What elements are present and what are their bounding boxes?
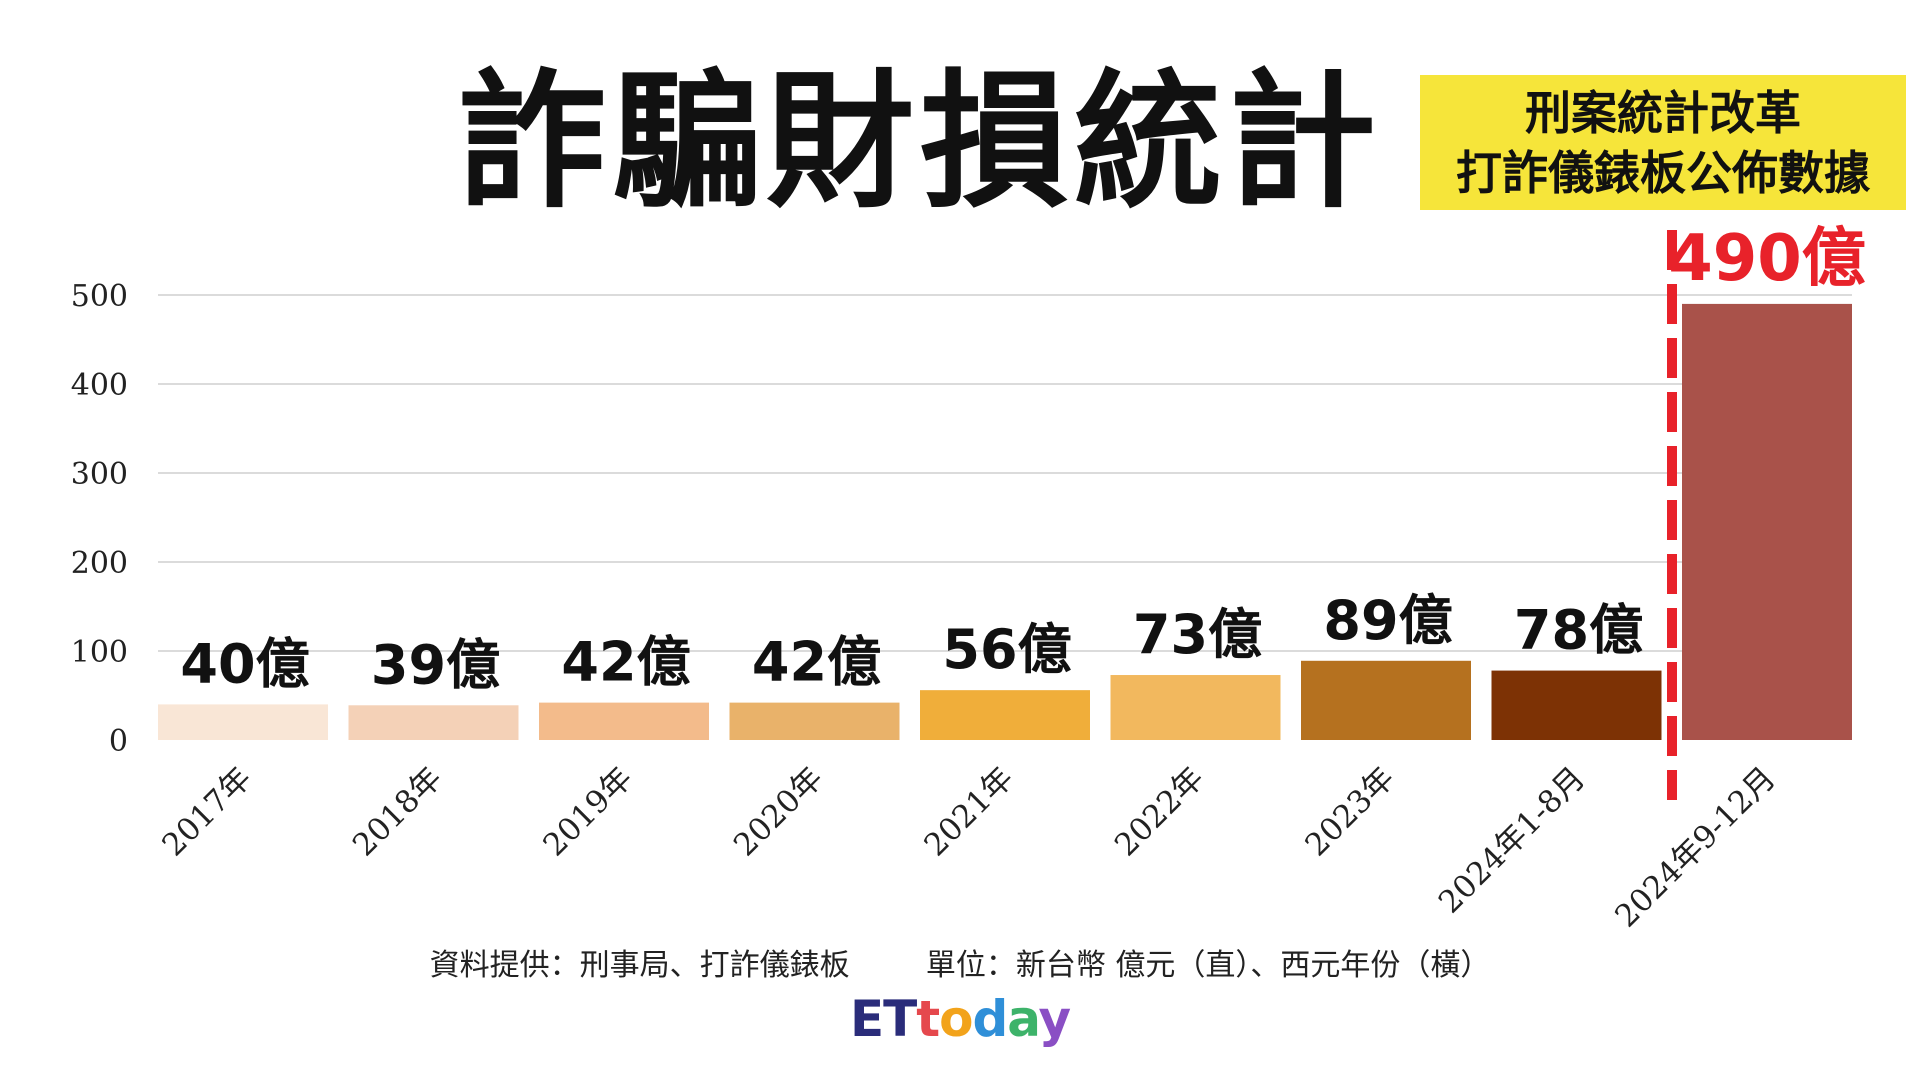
data-label: 78億 xyxy=(1514,599,1643,662)
x-tick-label: 2018年 xyxy=(346,760,449,863)
x-tick-label: 2021年 xyxy=(917,760,1020,863)
x-tick-label: 2023年 xyxy=(1298,760,1401,863)
badge-line-2: 打詐儀錶板公佈數據 xyxy=(1456,146,1870,200)
x-tick-label: 2024年1-8月 xyxy=(1432,760,1592,920)
x-tick-label: 2020年 xyxy=(727,760,830,863)
data-label: 40億 xyxy=(180,632,309,695)
bar xyxy=(539,702,709,740)
x-tick-label: 2024年9-12月 xyxy=(1608,760,1782,934)
y-tick-label: 400 xyxy=(71,368,128,403)
bar xyxy=(920,690,1090,740)
footnote: 資料提供：刑事局、打詐儀錶板 單位：新台幣 億元（直）、西元年份（橫） xyxy=(0,940,1920,984)
chart-title: 詐騙財損統計 xyxy=(458,54,1382,228)
bar xyxy=(1301,660,1471,740)
badge-line-1: 刑案統計改革 xyxy=(1525,86,1801,140)
y-tick-label: 300 xyxy=(71,457,128,492)
y-tick-label: 0 xyxy=(109,724,128,759)
data-label: 42億 xyxy=(561,631,690,694)
data-label: 89億 xyxy=(1323,589,1452,652)
reform-badge: 刑案統計改革 打詐儀錶板公佈數據 xyxy=(1420,75,1906,210)
data-label: 490億 xyxy=(1668,222,1866,296)
bar xyxy=(729,702,900,740)
y-tick-label: 200 xyxy=(71,546,128,581)
y-tick-label: 500 xyxy=(71,279,128,314)
x-tick-label: 2017年 xyxy=(155,760,258,863)
x-tick-label: 2022年 xyxy=(1108,760,1211,863)
y-tick-label: 100 xyxy=(71,635,128,670)
bar xyxy=(1110,675,1281,740)
source-note: 資料提供：刑事局、打詐儀錶板 xyxy=(429,948,850,983)
bar xyxy=(1491,670,1662,740)
data-label: 56億 xyxy=(942,618,1071,681)
bar xyxy=(1682,303,1852,740)
data-label: 42億 xyxy=(752,631,881,694)
bar xyxy=(158,704,328,740)
ettoday-logo: ETtoday xyxy=(849,990,1071,1048)
data-label: 73億 xyxy=(1133,603,1262,666)
unit-note: 單位：新台幣 億元（直）、西元年份（橫） xyxy=(925,948,1491,983)
data-label: 39億 xyxy=(371,633,500,696)
x-tick-label: 2019年 xyxy=(536,760,639,863)
bar xyxy=(348,705,519,740)
